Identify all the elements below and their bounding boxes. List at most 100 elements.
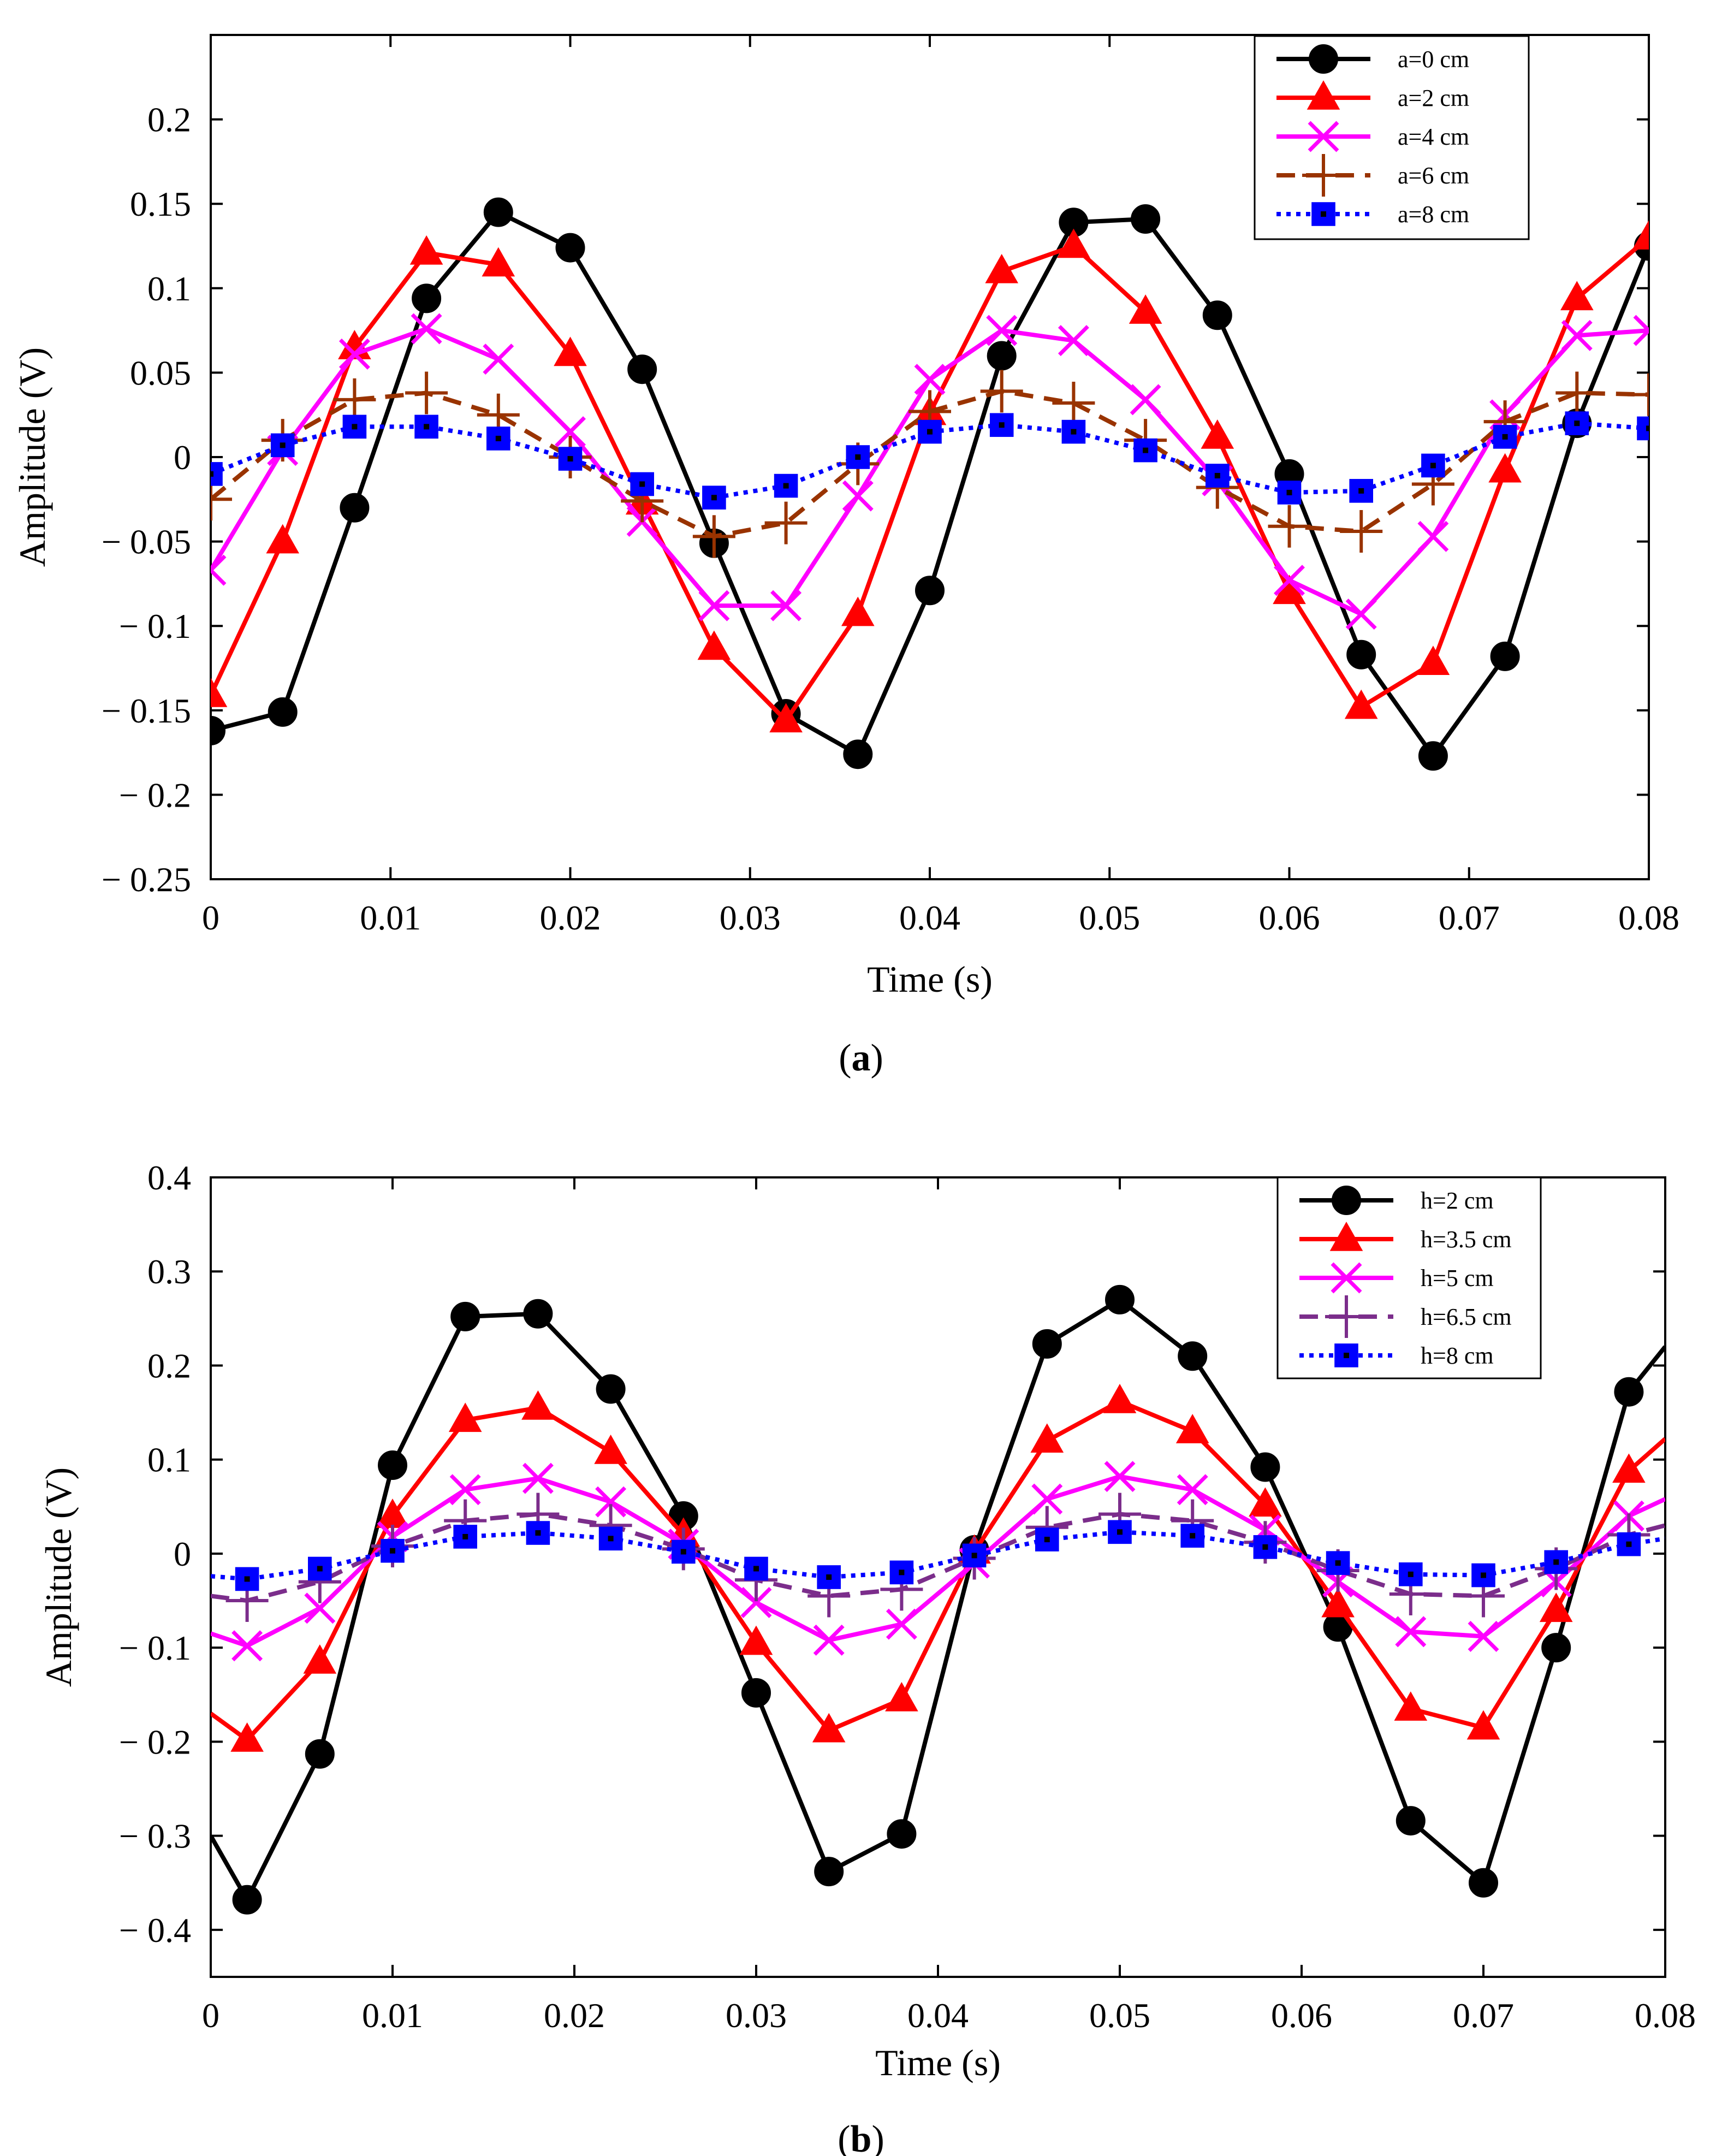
data-point (1632, 220, 1649, 250)
x-tick-label: 0.02 (544, 1996, 605, 2035)
series-h-2-cm (211, 1284, 1665, 1915)
data-point-center (1262, 1544, 1268, 1550)
data-point-center (535, 1530, 541, 1536)
data-point (304, 1592, 336, 1624)
data-point (482, 247, 515, 277)
data-point (522, 1462, 554, 1494)
legend-marker (1309, 44, 1338, 74)
x-tick-label: 0.07 (1439, 898, 1500, 937)
data-point (1399, 1562, 1423, 1586)
data-point-center (390, 1548, 395, 1554)
data-point-center (280, 442, 286, 448)
data-point (483, 343, 514, 375)
data-point (1633, 315, 1649, 346)
y-axis-label: Amplitude (V) (38, 1467, 79, 1687)
legend-marker-center (1321, 211, 1326, 217)
legend-entry: h=5 cm (1421, 1265, 1494, 1292)
legend: h=2 cm h=3.5 cm h=5 cm h=6.5 cm h=8 cm (1276, 1176, 1542, 1379)
legend: a=0 cm a=2 cm a=4 cm a=6 cm a=8 cm (1254, 35, 1530, 240)
data-point-center (244, 1576, 250, 1582)
x-tick-label: 0.05 (1079, 898, 1140, 937)
series-h-8-cm (211, 1520, 1665, 1591)
data-point (339, 338, 370, 370)
data-point (303, 1644, 337, 1674)
caption-letter: b (851, 2118, 872, 2156)
data-point-center (1117, 1529, 1123, 1535)
data-point (231, 1630, 263, 1662)
data-point (915, 576, 945, 606)
y-tick-label: − 0.2 (119, 775, 191, 814)
legend-marker (1308, 121, 1339, 152)
data-point (1637, 416, 1649, 441)
data-point (235, 1567, 259, 1591)
data-point (1030, 1423, 1064, 1453)
data-point (1395, 1616, 1427, 1648)
y-tick-label: − 0.05 (102, 523, 191, 561)
data-point (555, 233, 585, 263)
data-point (405, 371, 448, 414)
data-point (595, 1486, 627, 1518)
data-point (308, 1556, 332, 1581)
data-point (764, 501, 807, 544)
data-point-center (1044, 1537, 1050, 1543)
figure-caption: (b) (838, 2118, 884, 2156)
data-point (453, 1525, 478, 1549)
data-point-center (1143, 447, 1149, 453)
data-point (211, 462, 223, 486)
data-point (1103, 1383, 1137, 1413)
x-axis-label: Time (s) (875, 2042, 1001, 2083)
legend-marker (1302, 154, 1345, 197)
x-tick-label: 0.02 (540, 898, 601, 937)
x-tick-label: 0.06 (1259, 898, 1320, 937)
data-point (521, 1390, 555, 1420)
data-point-center (1408, 1571, 1414, 1577)
data-point (1202, 300, 1232, 330)
data-point (1469, 1868, 1498, 1898)
y-tick-label: 0.2 (147, 100, 191, 139)
data-point-center (1646, 425, 1649, 431)
data-point (266, 524, 300, 554)
data-point (448, 1402, 482, 1432)
data-point (1031, 1483, 1063, 1515)
legend-marker (1329, 1222, 1363, 1251)
data-point (1201, 419, 1234, 449)
data-point (886, 1608, 917, 1640)
data-point (305, 1739, 335, 1769)
data-point (270, 433, 295, 458)
x-tick-label: 0.08 (1635, 1996, 1696, 2035)
data-point-center (211, 471, 213, 477)
y-tick-label: 0.1 (147, 1441, 191, 1479)
y-tick-label: − 0.15 (102, 691, 191, 730)
series-line (211, 1474, 1665, 1648)
series-a-0-cm (211, 197, 1649, 771)
data-point (843, 739, 873, 769)
data-point (985, 253, 1019, 283)
data-point (211, 554, 227, 586)
y-tick-label: 0 (174, 438, 191, 477)
data-point (740, 1587, 772, 1618)
data-point (1612, 1453, 1646, 1483)
data-point (1129, 294, 1162, 324)
data-point (594, 1434, 627, 1464)
data-point (1541, 1633, 1571, 1663)
data-point-center (317, 1566, 323, 1572)
data-point (1345, 599, 1377, 630)
x-axis-label: Time (s) (867, 958, 993, 1000)
caption-open: ( (838, 2118, 850, 2156)
data-point (211, 478, 232, 521)
series-line (211, 1297, 1665, 1902)
data-point (1394, 1691, 1428, 1721)
data-point (1177, 1474, 1208, 1506)
data-point (1052, 382, 1095, 425)
data-point-center (899, 1569, 905, 1575)
data-point (1058, 325, 1089, 357)
legend-entry: h=2 cm (1421, 1187, 1494, 1214)
data-point-center (1214, 473, 1220, 479)
data-point (1105, 1284, 1135, 1314)
legend-marker (1325, 1295, 1368, 1338)
legend-marker (1332, 1186, 1361, 1215)
data-point (1344, 689, 1378, 719)
data-point-center (424, 424, 430, 430)
x-tick-label: 0.01 (362, 1996, 423, 2035)
